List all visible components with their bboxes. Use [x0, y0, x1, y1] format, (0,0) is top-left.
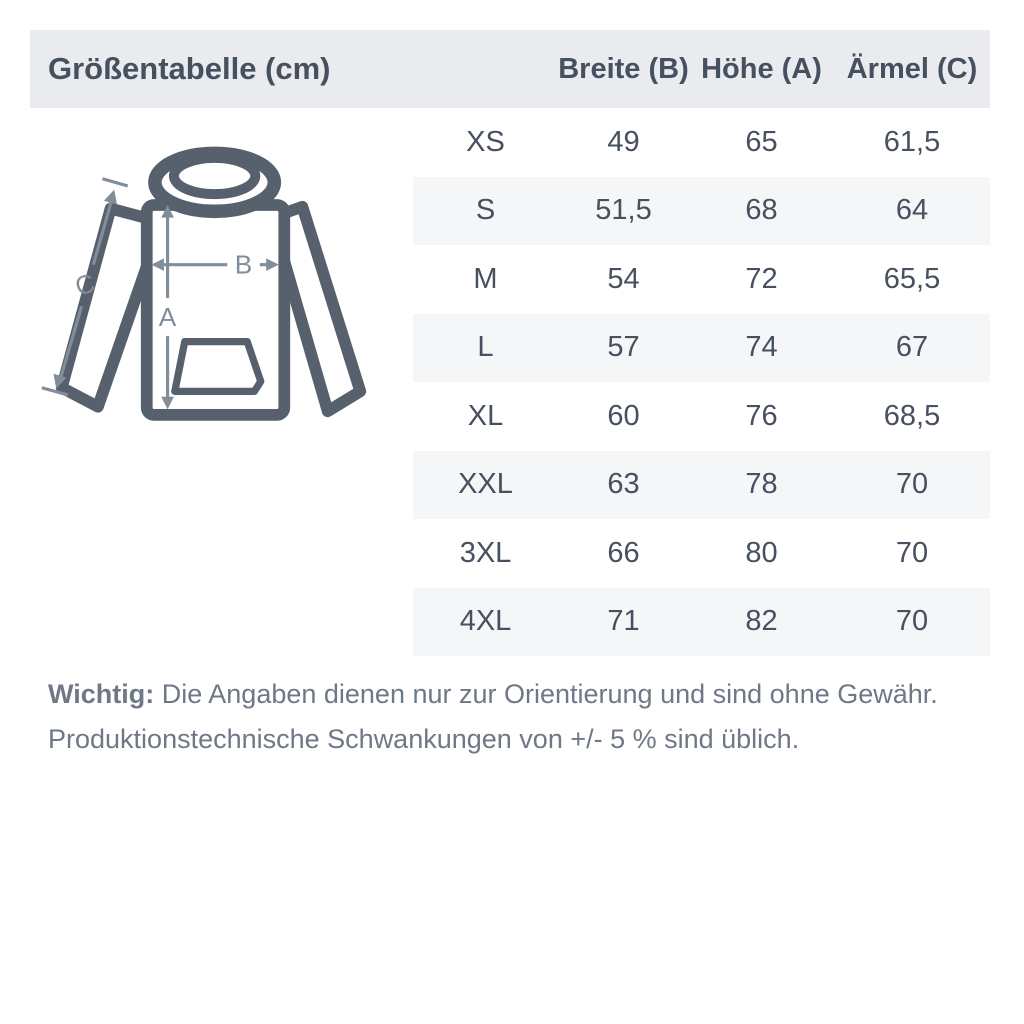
breite-cell: 66	[607, 536, 640, 569]
disclaimer-text-1: Die Angaben dienen nur zur Orientierung …	[161, 679, 938, 709]
dimension-arrow-a	[161, 204, 174, 410]
disclaimer-line-1: Wichtig: Die Angaben dienen nur zur Orie…	[48, 672, 978, 717]
table-row: S 51,5 68 64	[413, 176, 990, 245]
breite-cell: 54	[607, 262, 640, 295]
aermel-cell: 70	[895, 605, 929, 638]
table-row: XXL 63 78 70	[413, 450, 990, 519]
size-cell: 4XL	[459, 605, 512, 638]
dimension-label-a: A	[159, 302, 177, 332]
breite-cell: 51,5	[595, 194, 652, 227]
aermel-cell: 61,5	[883, 125, 941, 158]
column-header-aermel: Ärmel (C)	[846, 52, 978, 85]
size-table: XS 49 65 61,5 S 51,5 68 64 M 54 72 65,5 …	[413, 108, 990, 656]
table-row: M 54 72 65,5	[413, 245, 990, 314]
disclaimer-label: Wichtig:	[48, 679, 155, 709]
hoehe-cell: 68	[745, 194, 778, 227]
column-header-hoehe: Höhe (A)	[701, 52, 822, 85]
size-cell: 3XL	[459, 536, 512, 569]
hoodie-pocket	[171, 337, 265, 395]
hoehe-cell: 82	[745, 605, 778, 638]
breite-cell: 60	[607, 399, 640, 432]
size-cell: XL	[467, 399, 504, 432]
aermel-cell: 68,5	[883, 399, 941, 432]
page-title: Größentabelle (cm)	[48, 51, 331, 86]
disclaimer-line-2: Produktionstechnische Schwankungen von +…	[48, 724, 800, 754]
aermel-cell: 70	[895, 468, 929, 501]
table-row: XS 49 65 61,5	[413, 108, 990, 177]
breite-cell: 71	[607, 605, 640, 638]
breite-cell: 57	[607, 331, 640, 364]
size-cell: L	[477, 331, 494, 364]
aermel-cell: 64	[895, 194, 929, 227]
aermel-cell: 67	[895, 331, 929, 364]
hoehe-cell: 74	[745, 331, 778, 364]
table-row: 4XL 71 82 70	[413, 587, 990, 656]
hood-lower-edge	[176, 180, 254, 197]
column-header-breite: Breite (B)	[558, 52, 689, 85]
size-cell: S	[475, 194, 496, 227]
dimension-label-b: B	[235, 250, 253, 280]
dimension-arrow-b	[151, 258, 279, 271]
hoehe-cell: 76	[745, 399, 778, 432]
disclaimer-note: Wichtig: Die Angaben dienen nur zur Orie…	[48, 672, 978, 762]
table-row: L 57 74 67	[413, 313, 990, 382]
hoodie-diagram: A B C	[40, 130, 420, 450]
hoehe-cell: 80	[745, 536, 778, 569]
table-row: XL 60 76 68,5	[413, 382, 990, 451]
size-cell: XS	[466, 125, 505, 158]
hoehe-cell: 65	[745, 125, 778, 158]
size-cell: XXL	[458, 468, 513, 501]
hoodie-right-sleeve	[265, 200, 367, 418]
column-headers: Breite (B) Höhe (A) Ärmel (C)	[413, 30, 990, 108]
breite-cell: 63	[607, 468, 640, 501]
neck-notch	[193, 205, 236, 218]
hoehe-cell: 78	[745, 468, 778, 501]
hoehe-cell: 72	[745, 262, 778, 295]
header-band: Größentabelle (cm) Breite (B) Höhe (A) Ä…	[30, 30, 990, 108]
aermel-cell: 65,5	[883, 262, 941, 295]
dimension-arrow-c	[41, 177, 129, 397]
breite-cell: 49	[607, 125, 640, 158]
table-row: 3XL 66 80 70	[413, 519, 990, 588]
size-cell: M	[473, 262, 498, 295]
aermel-cell: 70	[895, 536, 929, 569]
